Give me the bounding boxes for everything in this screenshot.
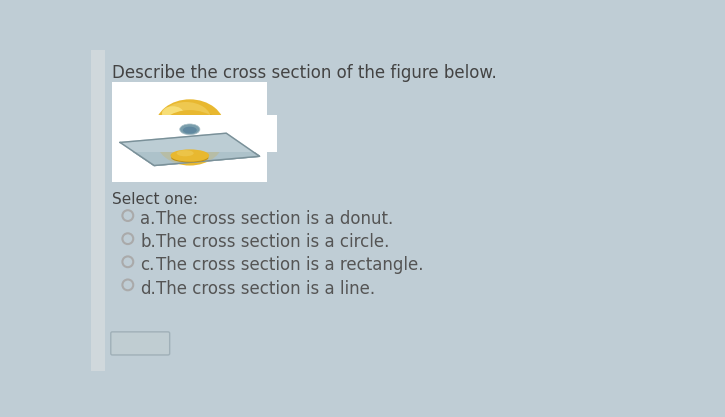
Ellipse shape (171, 153, 208, 163)
FancyBboxPatch shape (114, 116, 277, 153)
Ellipse shape (183, 126, 196, 136)
Ellipse shape (161, 102, 211, 137)
Ellipse shape (155, 99, 225, 155)
FancyBboxPatch shape (112, 83, 268, 183)
Text: The cross section is a rectangle.: The cross section is a rectangle. (156, 256, 423, 274)
FancyBboxPatch shape (91, 50, 104, 371)
Text: b.: b. (140, 233, 156, 251)
Text: The cross section is a line.: The cross section is a line. (156, 279, 375, 297)
Ellipse shape (170, 151, 210, 162)
Ellipse shape (155, 110, 225, 166)
Text: c.: c. (140, 256, 154, 274)
Ellipse shape (168, 112, 227, 154)
Text: Describe the cross section of the figure below.: Describe the cross section of the figure… (112, 64, 497, 82)
Ellipse shape (177, 150, 194, 156)
Ellipse shape (180, 124, 200, 135)
FancyBboxPatch shape (111, 332, 170, 355)
Ellipse shape (180, 122, 200, 137)
Text: a.: a. (140, 210, 156, 228)
Text: Select one:: Select one: (112, 192, 199, 207)
Text: d.: d. (140, 279, 156, 297)
Text: The cross section is a circle.: The cross section is a circle. (156, 233, 389, 251)
Polygon shape (120, 133, 260, 166)
Ellipse shape (162, 106, 183, 120)
Ellipse shape (170, 149, 210, 162)
Ellipse shape (183, 127, 196, 133)
Polygon shape (120, 133, 260, 166)
Text: Check: Check (117, 336, 164, 351)
Text: The cross section is a donut.: The cross section is a donut. (156, 210, 393, 228)
Ellipse shape (176, 118, 204, 139)
